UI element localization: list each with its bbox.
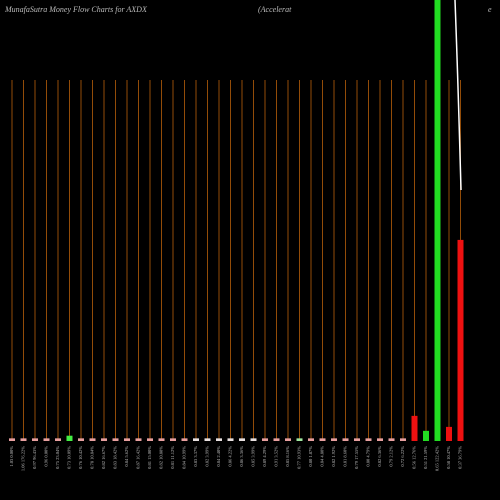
bar: [89, 438, 96, 441]
bar: [101, 438, 107, 441]
bar: [308, 438, 314, 441]
x-tick-label: 0.82 16.67%: [101, 446, 106, 469]
x-tick-label: 0.81 15.00%: [147, 446, 152, 469]
x-tick-label: 0.76 10.42%: [78, 446, 83, 469]
bar: [354, 438, 360, 441]
x-tick-label: 1.06 176.22%: [21, 446, 26, 471]
x-tick-label: 0.75 23.04%: [55, 446, 60, 469]
x-tick-label: 0.83 3.37%: [193, 446, 198, 467]
x-tick-label: 0.84 4.80%: [320, 446, 325, 467]
x-tick-label: 0.84 2.40%: [216, 446, 221, 467]
x-tick-label: 0.91 3.52%: [274, 446, 279, 467]
bar: [9, 438, 15, 441]
bar: [147, 438, 153, 441]
bar: [181, 438, 188, 441]
bar: [204, 438, 211, 441]
bar: [273, 438, 280, 441]
bar: [66, 435, 73, 441]
bar: [377, 438, 383, 441]
bar: [388, 438, 395, 441]
bar: [112, 438, 119, 441]
bar: [262, 438, 268, 441]
x-tick-label: 0.51 21.59%: [423, 446, 428, 469]
price-line: [454, 0, 462, 191]
x-tick-label: 0.78 10.84%: [90, 446, 95, 469]
bar: [20, 438, 27, 441]
bar: [135, 438, 142, 441]
bar: [400, 438, 406, 441]
x-tick-label: 0.85 8.16%: [285, 446, 290, 467]
bar: [319, 438, 326, 441]
bar: [365, 438, 372, 441]
chart-title: MunafaSutra Money Flow Charts for AXDX: [4, 5, 148, 14]
bar: [43, 438, 50, 441]
x-tick-label: 0.81 8.60%: [343, 446, 348, 467]
x-tick-label: 0.85 3.99%: [251, 446, 256, 467]
bar: [227, 438, 234, 441]
bar: [423, 430, 429, 441]
bar: [193, 438, 199, 441]
x-tick-label: 0.82 6.36%: [377, 446, 382, 467]
bar: [239, 438, 245, 441]
chart-subtitle-end: e: [488, 5, 492, 14]
bar: [124, 438, 130, 441]
bar: [296, 438, 303, 441]
x-tick-label: 0.86 4.22%: [228, 446, 233, 467]
bar: [342, 438, 349, 441]
x-tick-label: 0.58 10.47%: [446, 446, 451, 469]
bar: [434, 0, 441, 441]
x-tick-label: 0.82 3.99%: [205, 446, 210, 467]
x-tick-label: 0.65 122.42%: [435, 446, 440, 471]
x-tick-label: 0.37 36.79%: [458, 446, 463, 469]
x-tick-label: 0.82 1.92%: [331, 446, 336, 467]
x-tick-label: 0.89 4.29%: [262, 446, 267, 467]
x-tick-label: 0.79 2.12%: [389, 446, 394, 467]
x-tick-label: 0.77 10.93%: [297, 446, 302, 469]
x-tick-label: 0.96 0.00%: [44, 446, 49, 467]
chart-subtitle: (Accelerat: [258, 5, 292, 14]
bar: [55, 438, 61, 441]
bar: [216, 438, 222, 441]
bar: [250, 438, 257, 441]
bar: [446, 426, 452, 441]
x-tick-label: 0.80 4.79%: [366, 446, 371, 467]
x-tick-label: 0.82 10.88%: [159, 446, 164, 469]
bar: [32, 438, 38, 441]
bar: [331, 438, 337, 441]
x-tick-label: 0.83 18.42%: [113, 446, 118, 469]
x-tick-label: 0.80 1.87%: [308, 446, 313, 467]
bar: [411, 415, 418, 441]
x-tick-label: 0.86 3.36%: [239, 446, 244, 467]
x-tick-label: 0.72 6.22%: [400, 446, 405, 467]
bar: [170, 438, 176, 441]
x-tick-label: 0.56 12.76%: [412, 446, 417, 469]
x-tick-label: 0.97 96.43%: [32, 446, 37, 469]
bar: [78, 438, 84, 441]
x-tick-label: 0.81 11.12%: [170, 446, 175, 469]
x-tick-label: 0.79 17.55%: [354, 446, 359, 469]
x-tick-label: 0.73 10.09%: [67, 446, 72, 469]
bar: [158, 438, 165, 441]
x-tick-label: 0.87 16.42%: [136, 446, 141, 469]
bar: [457, 239, 464, 441]
x-tick-label: 0.84 10.99%: [182, 446, 187, 469]
x-tick-label: 1.03 0.00%: [9, 446, 14, 467]
x-tick-label: 0.84 5.62%: [124, 446, 129, 467]
bar: [285, 438, 291, 441]
